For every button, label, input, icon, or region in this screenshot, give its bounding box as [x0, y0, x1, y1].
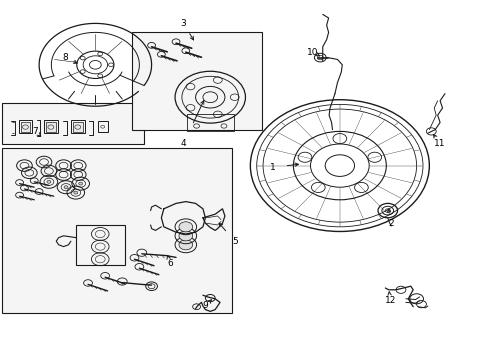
Bar: [19, 120, 32, 133]
Text: 12: 12: [384, 296, 395, 305]
Bar: [2, 148, 232, 313]
Circle shape: [74, 191, 78, 194]
Bar: [71, 120, 84, 133]
Text: 3: 3: [180, 19, 186, 28]
Text: 5: 5: [231, 237, 237, 246]
Text: 10: 10: [306, 48, 318, 57]
Text: 4: 4: [180, 139, 186, 148]
Bar: [73, 122, 82, 132]
Bar: [186, 114, 233, 131]
Bar: [2, 103, 144, 144]
Bar: [46, 122, 56, 132]
Text: 6: 6: [167, 259, 173, 268]
Circle shape: [79, 182, 82, 185]
Text: 8: 8: [62, 53, 68, 62]
Text: 1: 1: [269, 163, 275, 172]
Bar: [44, 120, 58, 133]
Text: 2: 2: [387, 219, 393, 228]
Bar: [132, 32, 261, 130]
Circle shape: [179, 222, 192, 232]
Text: 9: 9: [202, 302, 208, 310]
Circle shape: [179, 231, 192, 241]
Bar: [98, 121, 107, 132]
Text: 11: 11: [433, 139, 445, 148]
Bar: [76, 225, 124, 265]
Circle shape: [179, 240, 192, 250]
Bar: [20, 122, 30, 132]
Text: 7: 7: [32, 127, 38, 136]
Circle shape: [47, 180, 51, 183]
Circle shape: [64, 186, 68, 189]
